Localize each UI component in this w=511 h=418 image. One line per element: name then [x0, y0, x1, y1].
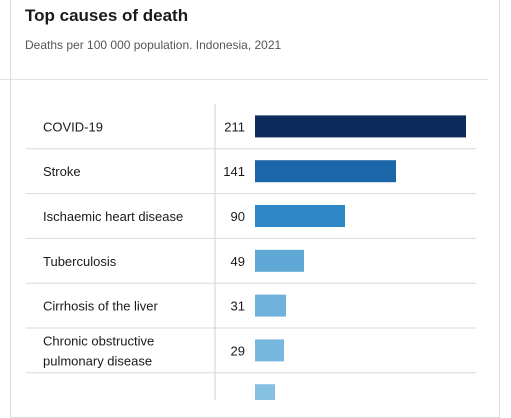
bar-chart: COVID-19 211 Stroke 141 Ischaemic heart dise… — [26, 104, 476, 400]
value-label: 211 — [224, 119, 245, 134]
category-label: Ischaemic heart disease — [43, 209, 183, 224]
bar — [255, 294, 286, 317]
bar — [255, 384, 275, 400]
bar — [255, 115, 466, 138]
value-label: 49 — [231, 254, 245, 269]
value-label: 31 — [231, 299, 245, 314]
category-label: Cirrhosis of the liver — [43, 299, 159, 314]
chart-subtitle: Deaths per 100 000 population. Indonesia… — [25, 38, 282, 52]
bar — [255, 205, 345, 227]
chart-title: Top causes of death — [25, 6, 189, 25]
category-label: Stroke — [43, 164, 81, 179]
value-label: 141 — [223, 164, 245, 179]
category-label: Chronic obstructive — [43, 333, 154, 348]
bar — [255, 160, 396, 183]
category-label: pulmonary disease — [43, 353, 152, 368]
category-label: COVID-19 — [43, 119, 103, 134]
value-label: 29 — [231, 343, 245, 358]
header-divider — [0, 79, 488, 80]
category-label: Tuberculosis — [43, 254, 117, 269]
bar — [255, 339, 284, 362]
bar — [255, 249, 304, 272]
value-label: 90 — [231, 209, 245, 224]
